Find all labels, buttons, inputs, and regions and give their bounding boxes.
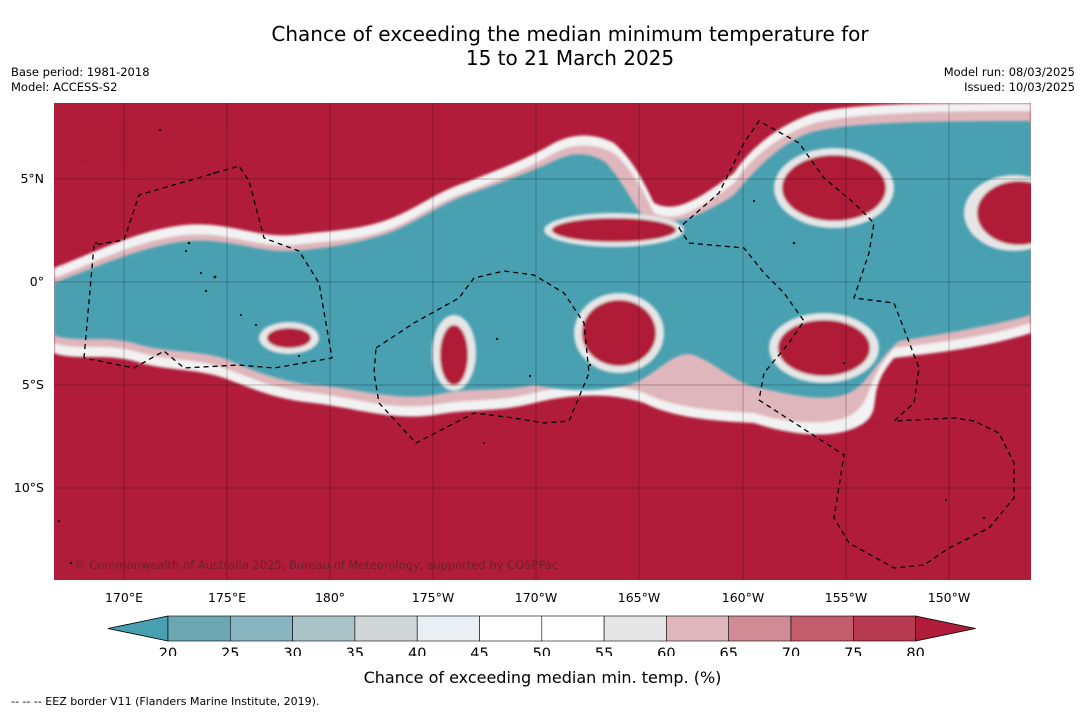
copyright-text: © Commonwealth of Australia 2025, Bureau… [74, 558, 559, 572]
lon-label-175E: 175°E [208, 590, 246, 605]
colorbar-tick-label: 35 [346, 646, 364, 656]
colorbar-tick-label: 60 [657, 646, 675, 656]
model-run: Model run: 08/03/2025 [943, 65, 1075, 79]
lat-label-0: 0° [30, 274, 44, 289]
lon-label-175W: 175°W [412, 590, 454, 605]
issued-date: Issued: 10/03/2025 [964, 80, 1075, 94]
colorbar-tick-label: 25 [221, 646, 239, 656]
map-canvas [54, 103, 1031, 580]
islands [57, 128, 986, 565]
colorbar-cell [167, 615, 231, 642]
title-line-2: 15 to 21 March 2025 [465, 46, 675, 70]
colorbar-tick-label: 45 [470, 646, 488, 656]
colorbar-tick-label: 40 [408, 646, 426, 656]
model-name: Model: ACCESS-S2 [11, 80, 118, 94]
colorbar-cell [541, 615, 605, 642]
map-title: Chance of exceeding the median minimum t… [0, 22, 1085, 70]
colorbar-cell [666, 615, 730, 642]
colorbar: 20 25 30 35 40 45 50 55 60 65 70 75 80 [107, 615, 976, 656]
lon-label-180: 180° [315, 590, 345, 605]
colorbar-tick-label: 55 [595, 646, 613, 656]
colorbar-cell [292, 615, 356, 642]
above-median-pockets [74, 111, 1031, 391]
colorbar-label: Chance of exceeding median min. temp. (%… [363, 668, 722, 687]
meta-left: Base period: 1981-2018 Model: ACCESS-S2 [11, 65, 150, 95]
lon-label-170E: 170°E [105, 590, 143, 605]
colorbar-cell [416, 615, 480, 642]
lon-label-160W: 160°W [722, 590, 764, 605]
colorbar-cell [728, 615, 792, 642]
lon-label-150W: 150°W [928, 590, 970, 605]
colorbar-cell [354, 615, 418, 642]
lon-label-170W: 170°W [515, 590, 557, 605]
meta-right: Model run: 08/03/2025 Issued: 10/03/2025 [944, 65, 1075, 95]
colorbar-cell [479, 615, 543, 642]
colorbar-tick-label: 70 [782, 646, 800, 656]
colorbar-cells [107, 615, 976, 642]
forecast-map [54, 103, 1031, 580]
lat-label-5N: 5°N [20, 171, 44, 186]
colorbar-tick-label: 65 [719, 646, 737, 656]
lon-label-155W: 155°W [825, 590, 867, 605]
colorbar-extend-high [915, 615, 976, 642]
lat-label-5S: 5°S [22, 377, 44, 392]
colorbar-tick-label: 75 [844, 646, 862, 656]
lon-label-165W: 165°W [618, 590, 660, 605]
colorbar-cell [603, 615, 667, 642]
colorbar-cell [230, 615, 293, 642]
eez-legend-note: -- -- -- EEZ border V11 (Flanders Marine… [11, 695, 320, 708]
colorbar-tick-label: 80 [906, 646, 924, 656]
colorbar-tick-label: 30 [283, 646, 301, 656]
colorbar-cell [790, 615, 854, 642]
colorbar-ticks: 20 25 30 35 40 45 50 55 60 65 70 75 80 [159, 646, 925, 656]
eez-borders [83, 120, 1015, 569]
colorbar-extend-low [107, 615, 169, 642]
colorbar-tick-label: 50 [533, 646, 551, 656]
title-line-1: Chance of exceeding the median minimum t… [271, 22, 869, 46]
colorbar-cell [852, 615, 916, 642]
lat-label-10S: 10°S [14, 480, 44, 495]
base-period: Base period: 1981-2018 [11, 65, 150, 79]
colorbar-tick-label: 20 [159, 646, 177, 656]
graticule [54, 103, 1031, 580]
